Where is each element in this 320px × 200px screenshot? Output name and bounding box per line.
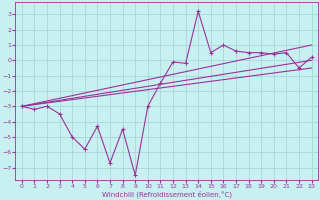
X-axis label: Windchill (Refroidissement éolien,°C): Windchill (Refroidissement éolien,°C) [102, 190, 232, 198]
